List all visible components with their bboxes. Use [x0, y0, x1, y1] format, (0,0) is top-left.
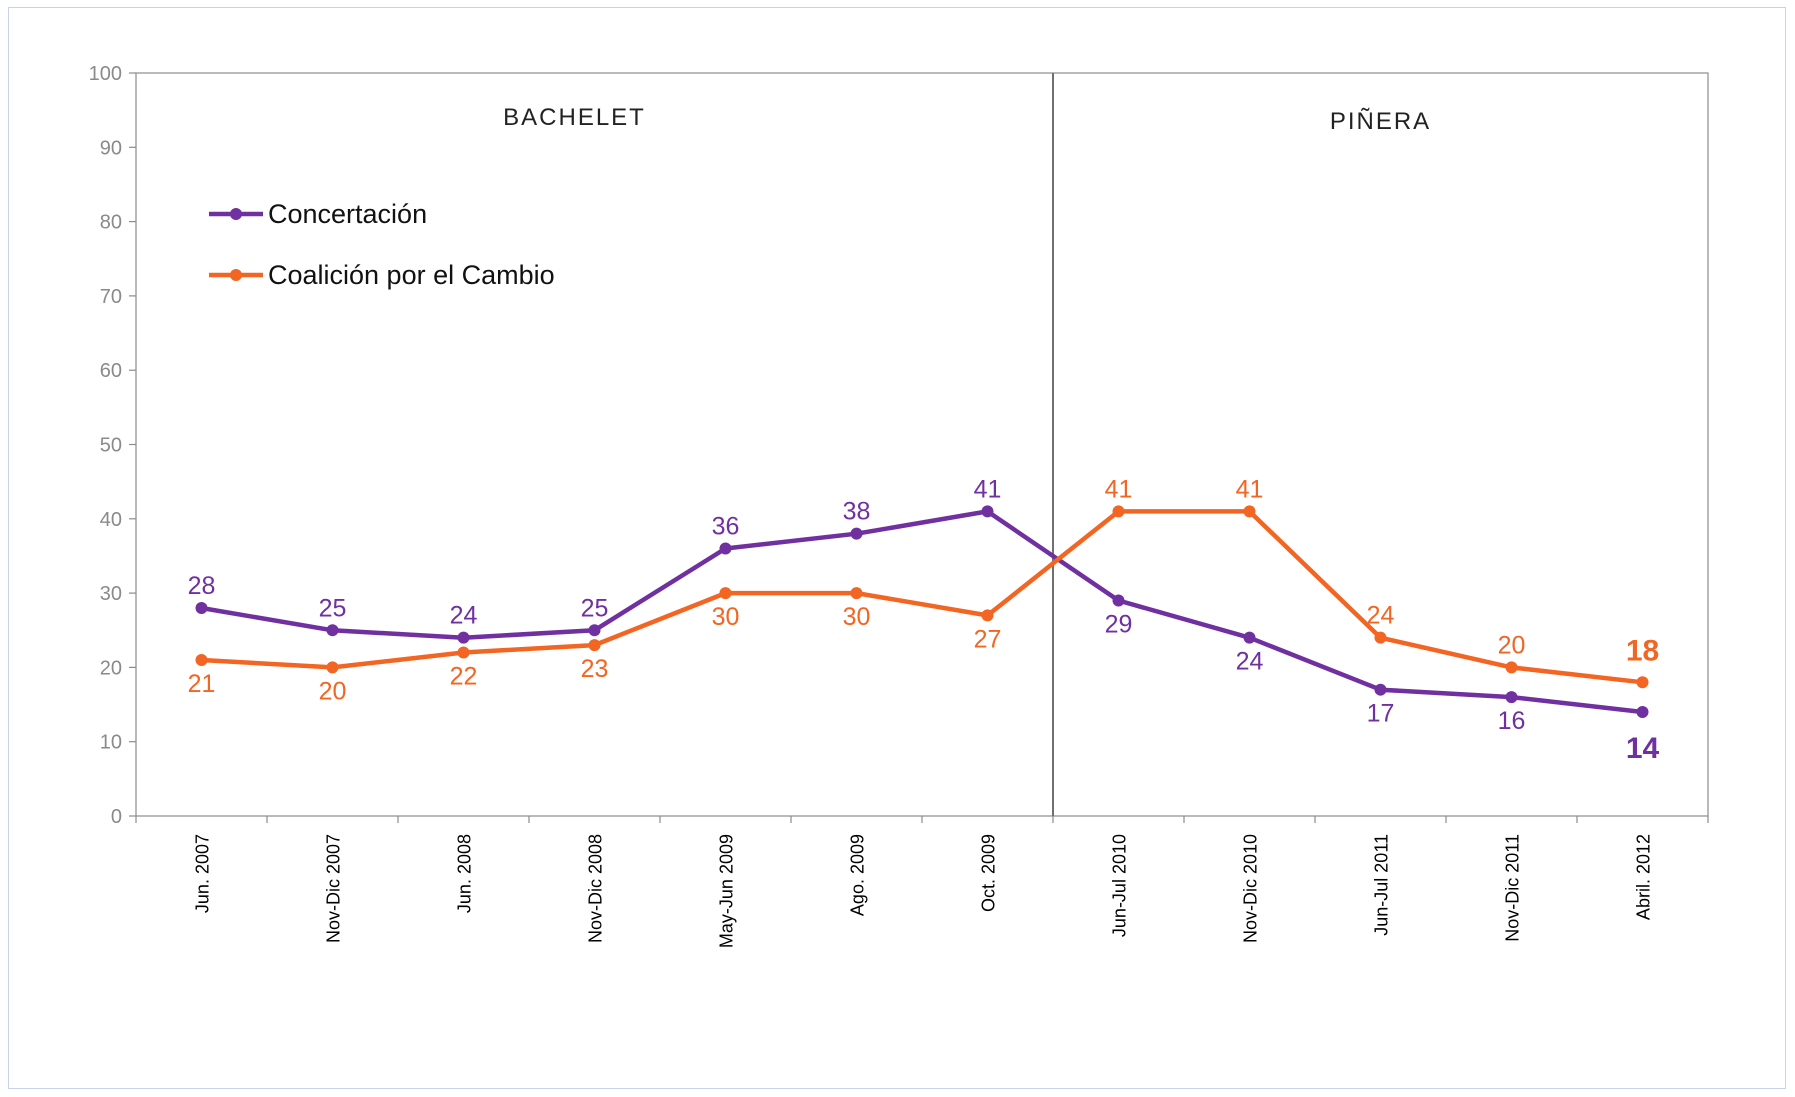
- data-label: 22: [450, 663, 478, 691]
- x-tick-label: May-Jun 2009: [717, 834, 737, 948]
- y-tick-label: 70: [100, 286, 122, 308]
- data-point: [1505, 661, 1518, 674]
- y-tick-label: 0: [111, 806, 122, 828]
- data-point: [1112, 594, 1125, 607]
- legend-marker: [230, 208, 242, 220]
- x-tick-label: Oct. 2009: [979, 834, 999, 912]
- data-point: [1374, 683, 1387, 696]
- x-tick-label: Jun. 2007: [193, 834, 213, 913]
- x-tick-label: Jun-Jul 2010: [1110, 834, 1130, 937]
- data-point: [1243, 505, 1256, 518]
- data-labels: 28 25 24 25 36 38 41 29 24 17 16 14 21 20 22 23 30 30 27 41…: [188, 475, 1660, 765]
- data-point: [1112, 505, 1125, 518]
- data-point: [1636, 676, 1649, 689]
- data-point: [850, 527, 863, 540]
- data-label: 41: [974, 475, 1002, 503]
- data-point: [326, 624, 339, 637]
- axes: 0 10 20 30 40 50 60 70 80 90 100 Jun. 2007 Nov-Dic 2…: [89, 63, 1709, 948]
- data-label: 36: [712, 513, 740, 541]
- legend-marker: [230, 269, 242, 281]
- data-label: 41: [1236, 475, 1264, 503]
- data-point: [588, 624, 601, 637]
- data-label: 24: [450, 602, 478, 630]
- data-point: [326, 661, 339, 674]
- data-point: [457, 631, 470, 644]
- data-point: [1243, 631, 1256, 644]
- data-point: [981, 609, 994, 622]
- data-point: [850, 587, 863, 600]
- data-point: [1374, 631, 1387, 644]
- data-label: 20: [319, 677, 347, 705]
- data-point: [1505, 691, 1518, 704]
- series-line-coalicion: [201, 509, 1643, 685]
- legend-label: Concertación: [268, 199, 427, 229]
- legend-label: Coalición por el Cambio: [268, 260, 555, 290]
- data-label: 29: [1105, 611, 1133, 639]
- data-label: 30: [843, 603, 871, 631]
- data-label: 21: [188, 670, 216, 698]
- y-tick-label: 40: [100, 509, 122, 531]
- data-label: 25: [319, 594, 347, 622]
- y-tick-label: 50: [100, 435, 122, 457]
- data-label: 24: [1236, 648, 1264, 676]
- plot-border: [135, 72, 1709, 817]
- data-point: [1636, 705, 1649, 718]
- period-label: BACHELET: [503, 104, 646, 131]
- y-tick-label: 20: [100, 657, 122, 679]
- data-point: [981, 505, 994, 518]
- data-label: 23: [581, 655, 609, 683]
- data-label: 14: [1626, 732, 1660, 765]
- data-point: [719, 587, 732, 600]
- data-label: 27: [974, 625, 1002, 653]
- x-tick-label: Nov-Dic 2010: [1241, 834, 1261, 943]
- legend: Concertación Coalición por el Cambio: [209, 199, 555, 290]
- data-point: [195, 653, 208, 666]
- data-point: [719, 542, 732, 555]
- y-tick-label: 100: [89, 63, 122, 85]
- x-tick-label: Nov-Dic 2008: [586, 834, 606, 943]
- period-label: PIÑERA: [1330, 108, 1431, 135]
- period-labels: BACHELET PIÑERA: [503, 73, 1431, 816]
- y-tick-label: 10: [100, 732, 122, 754]
- series-line-concertacion: [201, 509, 1643, 715]
- series-lines: [195, 505, 1649, 718]
- x-tick-label: Nov-Dic 2007: [324, 834, 344, 943]
- data-point: [588, 639, 601, 652]
- chart-frame: 0 10 20 30 40 50 60 70 80 90 100 Jun. 2007 Nov-Dic 2…: [8, 7, 1786, 1089]
- data-label: 20: [1498, 631, 1526, 659]
- data-label: 38: [843, 498, 871, 526]
- data-point: [195, 601, 208, 614]
- data-label: 16: [1498, 707, 1526, 735]
- x-tick-label: Nov-Dic 2011: [1503, 834, 1523, 942]
- y-tick-label: 90: [100, 137, 122, 159]
- data-label: 17: [1367, 700, 1395, 728]
- y-tick-label: 80: [100, 212, 122, 234]
- data-label: 24: [1367, 602, 1395, 630]
- data-point: [457, 646, 470, 659]
- x-tick-label: Jun. 2008: [455, 834, 475, 913]
- data-label: 18: [1626, 634, 1659, 667]
- y-tick-label: 30: [100, 583, 122, 605]
- x-tick-label: Ago. 2009: [848, 834, 868, 916]
- x-tick-label: Abril. 2012: [1634, 834, 1654, 920]
- data-label: 28: [188, 572, 216, 600]
- line-chart: 0 10 20 30 40 50 60 70 80 90 100 Jun. 2007 Nov-Dic 2…: [89, 63, 1709, 948]
- y-tick-label: 60: [100, 360, 122, 382]
- data-label: 41: [1105, 475, 1133, 503]
- data-label: 30: [712, 603, 740, 631]
- x-tick-label: Jun-Jul 2011: [1372, 834, 1392, 936]
- data-label: 25: [581, 594, 609, 622]
